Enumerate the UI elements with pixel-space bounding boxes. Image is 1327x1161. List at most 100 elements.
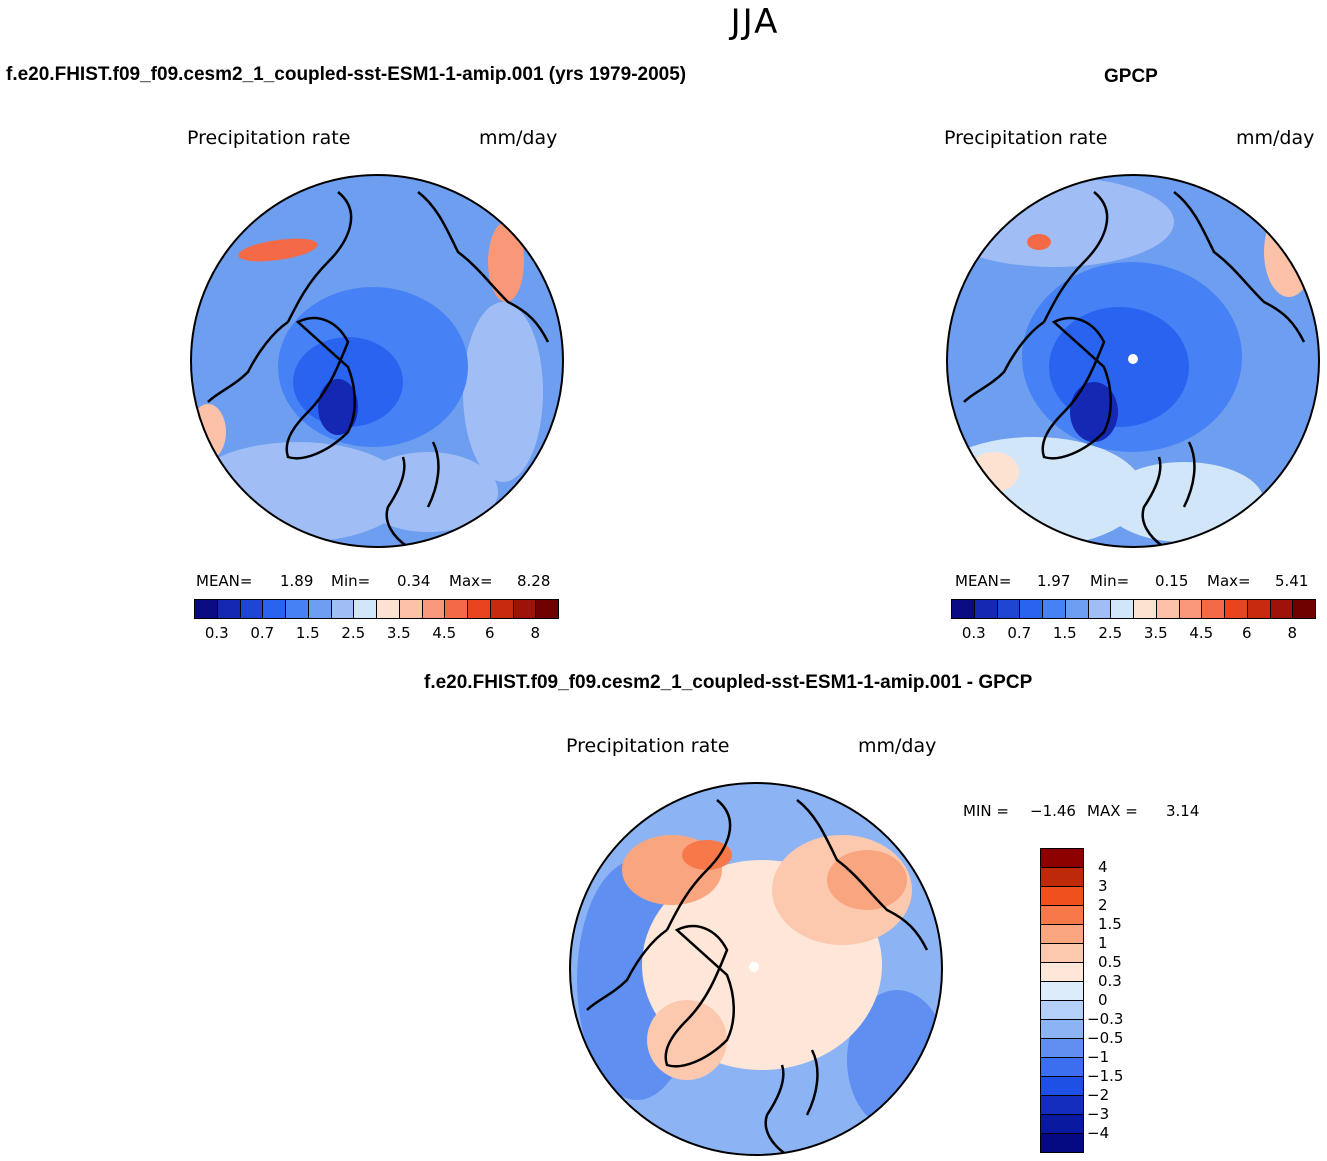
panel3-colorbar-tick-label: 4 xyxy=(1098,858,1108,876)
panel1-colorbar-swatch xyxy=(353,599,377,619)
panel1-greenland-min xyxy=(318,379,358,435)
panel2-max-label: Max= xyxy=(1207,572,1251,590)
panel2-min-label: Min= xyxy=(1090,572,1130,590)
panel2-colorbar-swatch xyxy=(1064,599,1089,619)
panel2-map-border xyxy=(946,174,1320,548)
panel3-colorbar-swatch xyxy=(1040,1057,1084,1077)
panel1-coastline-greenland xyxy=(285,316,356,460)
panel2-coastline-asia xyxy=(1173,191,1306,343)
panel1-title: f.e20.FHIST.f09_f09.cesm2_1_coupled-sst-… xyxy=(6,64,687,85)
panel2-min-value: 0.15 xyxy=(1155,572,1189,590)
panel1-colorbar xyxy=(194,599,559,619)
panel3-colorbar-swatch xyxy=(1040,943,1084,963)
panel3-colorbar-swatch xyxy=(1040,867,1084,887)
panel1-mean-label: MEAN= xyxy=(196,572,253,590)
panel2-coastline-europe xyxy=(1141,441,1196,547)
panel2-coastline-americas xyxy=(963,191,1109,403)
panel3-title: f.e20.FHIST.f09_f09.cesm2_1_coupled-sst-… xyxy=(424,672,1033,693)
panel1-colorbar-swatch xyxy=(512,599,537,619)
panel3-polar-map xyxy=(569,782,943,1156)
panel2-colorbar-swatch xyxy=(1224,599,1248,619)
panel1-colorbar-swatch xyxy=(194,599,218,619)
panel3-colorbar-tick-label: 2 xyxy=(1098,896,1108,914)
panel3-max-value: 3.14 xyxy=(1166,802,1200,820)
panel3-colorbar-tick-label: −1 xyxy=(1087,1048,1110,1066)
panel1-colorbar-ticks: 0.3 0.7 1.5 2.5 3.5 4.5 6 8 xyxy=(194,624,558,644)
panel2-colorbar-tick-label: 0.3 xyxy=(961,624,986,642)
panel3-colorbar-swatch xyxy=(1040,1095,1084,1115)
panel2-colorbar-swatch xyxy=(996,599,1021,619)
panel3-min-label: MIN = xyxy=(963,802,1009,820)
panel3-colorbar-swatch xyxy=(1040,962,1084,982)
panel1-colorbar-swatch xyxy=(444,599,468,619)
panel2-colorbar-swatch xyxy=(1178,599,1203,619)
panel1-colorbar-tick-label: 3.5 xyxy=(386,624,411,642)
panel1-colorbar-swatch xyxy=(262,599,286,619)
panel2-colorbar-swatch xyxy=(1292,599,1316,619)
panel1-min-value: 0.34 xyxy=(397,572,431,590)
season-title: JJA xyxy=(730,2,780,42)
panel2-polar-map xyxy=(946,174,1320,548)
panel3-coastline-americas xyxy=(586,799,732,1011)
panel3-colorbar-swatch xyxy=(1040,1000,1084,1020)
panel1-colorbar-swatch xyxy=(535,599,559,619)
panel3-colorbar-tick-label: 1.5 xyxy=(1098,915,1122,933)
panel2-colorbar-swatch xyxy=(1042,599,1066,619)
panel2-pole-missing-dot xyxy=(1128,354,1138,364)
panel1-colorbar-swatch xyxy=(489,599,514,619)
panel2-colorbar-swatch xyxy=(1155,599,1180,619)
panel2-colorbar-tick-label: 3.5 xyxy=(1143,624,1168,642)
panel3-colorbar-swatch xyxy=(1040,1038,1084,1058)
panel3-asia-positive-core xyxy=(827,850,907,910)
panel1-max-label: Max= xyxy=(449,572,493,590)
panel2-units: mm/day xyxy=(1236,127,1315,149)
panel3-colorbar xyxy=(1040,848,1084,1153)
panel2-max-value: 5.41 xyxy=(1275,572,1309,590)
panel1-colorbar-swatch xyxy=(467,599,491,619)
panel2-colorbar-swatch xyxy=(1087,599,1112,619)
panel2-colorbar-swatch xyxy=(1269,599,1294,619)
panel3-colorbar-swatch xyxy=(1040,886,1084,906)
panel3-colorbar-ticks: 4 3 2 1.5 1 0.5 0.3 0 −0.3 −0.5 −1 −1.5 −2 −3 −4 xyxy=(1087,848,1152,1152)
panel1-colorbar-swatch xyxy=(239,599,264,619)
panel2-colorbar-swatch xyxy=(1201,599,1225,619)
panel3-coastline-greenland xyxy=(664,924,735,1068)
panel2-colorbar xyxy=(951,599,1316,619)
panel2-colorbar-swatch xyxy=(1246,599,1271,619)
panel1-colorbar-tick-label: 4.5 xyxy=(432,624,457,642)
panel3-colorbar-tick-label: −0.5 xyxy=(1087,1029,1124,1047)
panel1-asia-monsoon-max xyxy=(488,222,524,302)
panel3-max-label: MAX = xyxy=(1087,802,1138,820)
panel3-colorbar-tick-label: 1 xyxy=(1098,934,1108,952)
panel1-colorbar-swatch xyxy=(216,599,241,619)
panel2-coastline-greenland xyxy=(1041,316,1112,460)
panel2-mean-value: 1.97 xyxy=(1037,572,1071,590)
panel3-coastline-asia xyxy=(796,799,929,951)
panel3-colorbar-tick-label: −1.5 xyxy=(1087,1067,1124,1085)
panel1-colorbar-tick-label: 1.5 xyxy=(295,624,320,642)
panel3-colorbar-tick-label: −2 xyxy=(1087,1086,1110,1104)
panel1-colorbar-tick-label: 6 xyxy=(484,624,495,642)
panel1-atlantic-max xyxy=(191,404,226,460)
panel3-colorbar-tick-label: 0 xyxy=(1098,991,1108,1009)
panel3-colorbar-swatch xyxy=(1040,1076,1084,1096)
panel2-title: GPCP xyxy=(1104,66,1158,87)
panel1-coastline-europe xyxy=(385,441,440,547)
panel1-min-label: Min= xyxy=(331,572,371,590)
panel2-colorbar-tick-label: 1.5 xyxy=(1052,624,1077,642)
panel2-colorbar-tick-label: 2.5 xyxy=(1098,624,1123,642)
panel1-pacific-storm-max xyxy=(238,238,318,262)
panel3-pole-missing-dot xyxy=(749,962,759,972)
panel2-colorbar-tick-label: 4.5 xyxy=(1189,624,1214,642)
panel1-siberia-field xyxy=(463,302,543,482)
panel2-colorbar-swatch xyxy=(1133,599,1157,619)
panel3-colorbar-tick-label: −3 xyxy=(1087,1105,1110,1123)
panel3-colorbar-swatch xyxy=(1040,1019,1084,1039)
panel2-variable: Precipitation rate xyxy=(944,127,1108,149)
panel3-colorbar-tick-label: −4 xyxy=(1087,1124,1110,1142)
panel1-colorbar-swatch xyxy=(285,599,309,619)
panel3-colorbar-swatch xyxy=(1040,1114,1084,1134)
panel3-colorbar-tick-label: 3 xyxy=(1098,877,1108,895)
panel3-coastline-europe xyxy=(764,1049,819,1155)
panel2-europe-field xyxy=(1104,462,1264,542)
